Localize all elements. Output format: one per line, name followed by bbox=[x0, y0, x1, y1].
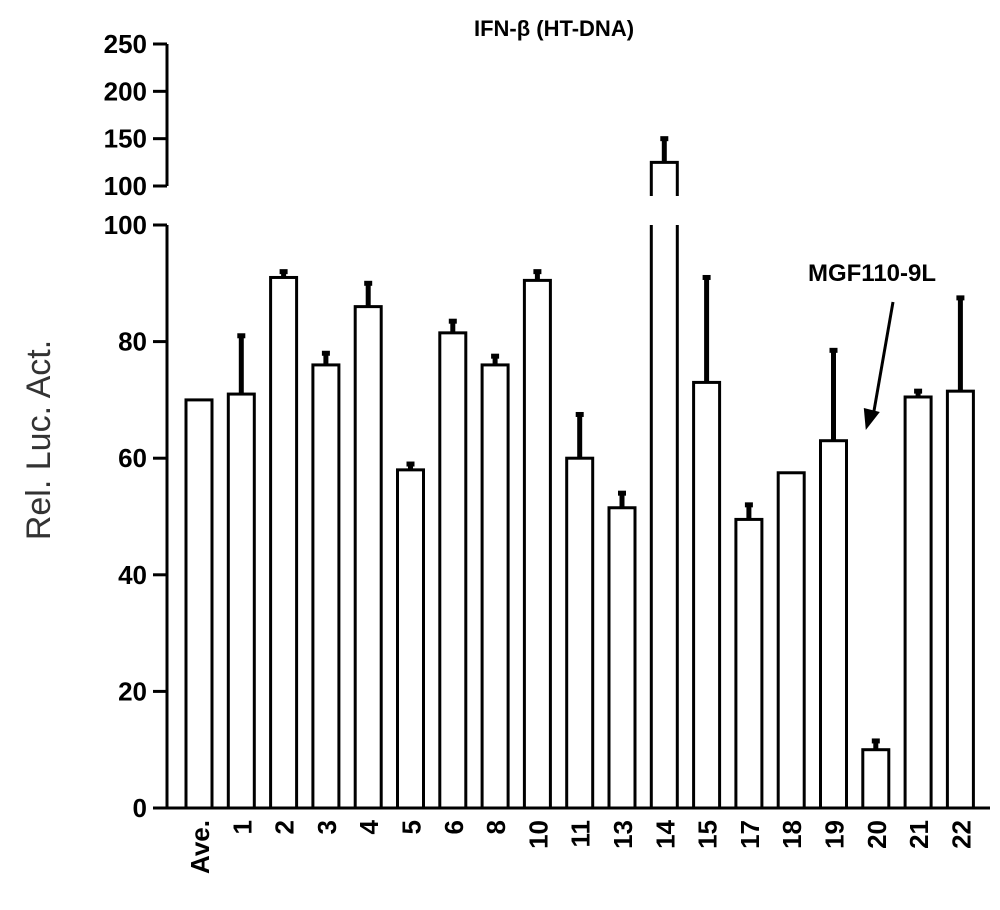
bar bbox=[903, 395, 933, 810]
x-tick-label: Ave. bbox=[185, 820, 215, 874]
y-tick-label: 200 bbox=[104, 76, 147, 106]
x-tick-label: 3 bbox=[312, 820, 342, 834]
bar bbox=[353, 305, 383, 810]
bar bbox=[438, 331, 468, 810]
bars-group bbox=[184, 136, 975, 810]
bar bbox=[861, 748, 891, 810]
chart-title: IFN-β (HT-DNA) bbox=[474, 16, 634, 41]
bar bbox=[522, 278, 552, 810]
x-tick-label: 11 bbox=[566, 820, 596, 848]
bar bbox=[311, 363, 341, 810]
bar bbox=[945, 389, 975, 810]
y-tick-label: 60 bbox=[118, 443, 147, 473]
x-tick-label: 1 bbox=[227, 820, 257, 834]
x-tick-label: 22 bbox=[946, 820, 976, 849]
y-tick-label: 0 bbox=[133, 793, 147, 823]
bar bbox=[565, 456, 595, 810]
x-tick-labels: Ave. 1 2 3 4 5 6 8 10 11 13 14 15 17 18 19 20 21 22 bbox=[185, 819, 976, 874]
bar bbox=[184, 398, 214, 810]
x-tick-label: 20 bbox=[862, 820, 892, 849]
annotation-arrow-line bbox=[872, 301, 895, 413]
y-tick-label: 150 bbox=[104, 124, 147, 154]
bar bbox=[819, 439, 848, 810]
annotations: MGF110-9L bbox=[808, 260, 936, 430]
x-tick-label: 8 bbox=[481, 820, 511, 834]
bar bbox=[396, 468, 425, 810]
x-tick-label: 4 bbox=[354, 819, 384, 834]
y-tick-label: 100 bbox=[104, 171, 147, 201]
x-tick-label: 13 bbox=[608, 820, 638, 849]
x-tick-label: 15 bbox=[693, 820, 723, 849]
bar bbox=[692, 380, 722, 810]
annotation-arrow-head bbox=[863, 408, 880, 430]
y-axis-label: Rel. Luc. Act. bbox=[20, 340, 58, 540]
bar bbox=[480, 363, 510, 810]
bar bbox=[776, 471, 806, 810]
x-tick-label: 14 bbox=[650, 819, 680, 848]
bar bbox=[734, 517, 764, 810]
x-tick-label: 17 bbox=[735, 820, 765, 849]
y-tick-label: 250 bbox=[104, 29, 147, 59]
x-tick-label: 6 bbox=[439, 820, 469, 834]
x-tick-label: 19 bbox=[820, 820, 850, 849]
bar-upper bbox=[649, 160, 679, 196]
y-tick-label: 100 bbox=[104, 210, 147, 240]
x-tick-label: 18 bbox=[777, 820, 807, 849]
y-tick-label: 20 bbox=[118, 676, 147, 706]
bar bbox=[269, 275, 299, 810]
x-tick-label: 5 bbox=[397, 820, 427, 834]
x-tick-label: 2 bbox=[270, 820, 300, 834]
x-tick-label: 21 bbox=[904, 820, 934, 849]
y-tick-label: 80 bbox=[118, 327, 147, 357]
bar bbox=[607, 506, 637, 810]
bar bbox=[226, 392, 256, 810]
x-tick-label: 10 bbox=[523, 820, 553, 849]
y-tick-label: 40 bbox=[118, 560, 147, 590]
annotation-label: MGF110-9L bbox=[808, 260, 936, 287]
axes: 0 20 40 60 80 100 100 150 200 250 bbox=[104, 29, 990, 823]
bar bbox=[649, 225, 679, 810]
